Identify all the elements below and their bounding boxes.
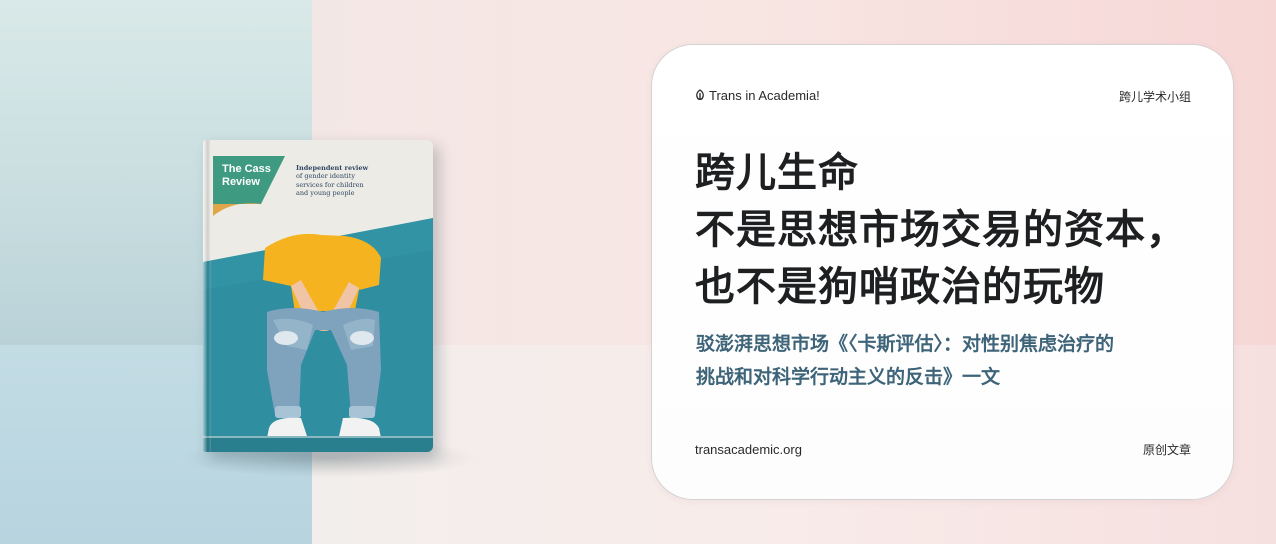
subheadline: 驳澎湃思想市场《〈卡斯评估〉：对性别焦虑治疗的 挑战和对科学行动主义的反击》一文 — [696, 328, 1206, 394]
book-title: The Cass Review — [222, 163, 272, 189]
site-url: transacademic.org — [695, 442, 802, 457]
book-title-line: Review — [222, 176, 260, 188]
book-cover-art — [203, 140, 433, 452]
book-spine — [203, 140, 211, 452]
book-subtitle-line: Independent review — [296, 164, 369, 172]
brand-name: Trans in Academia! — [709, 87, 820, 103]
group-name: 跨儿学术小组 — [1118, 90, 1191, 104]
article-card: Trans in Academia! 跨儿学术小组 跨儿生命 不是思想市场交易的… — [651, 44, 1234, 500]
book-subtitle-line: services for children — [296, 180, 364, 189]
headline-line: 也不是狗哨政治的玩物 — [695, 264, 1105, 310]
leaf-icon — [696, 89, 704, 100]
subheadline-line: 驳澎湃思想市场《〈卡斯评估〉：对性别焦虑治疗的 — [696, 333, 1115, 355]
book-subtitle-line: and young people — [296, 188, 355, 197]
headline-line: 跨儿生命 — [695, 150, 859, 196]
subheadline-line: 挑战和对科学行动主义的反击》一文 — [696, 366, 1001, 388]
book-title-line: The Cass — [222, 163, 271, 175]
book-subtitle-line: of gender identity — [296, 172, 356, 181]
original-article-label: 原创文章 — [1142, 443, 1191, 457]
headline: 跨儿生命 不是思想市场交易的资本， 也不是狗哨政治的玩物 — [695, 145, 1215, 316]
headline-line: 不是思想市场交易的资本， — [695, 207, 1187, 253]
book-subtitle: Independent review of gender identity se… — [296, 164, 396, 197]
brand-label: Trans in Academia! — [694, 86, 820, 104]
cass-review-book: The Cass Review Independent review of ge… — [203, 140, 433, 452]
